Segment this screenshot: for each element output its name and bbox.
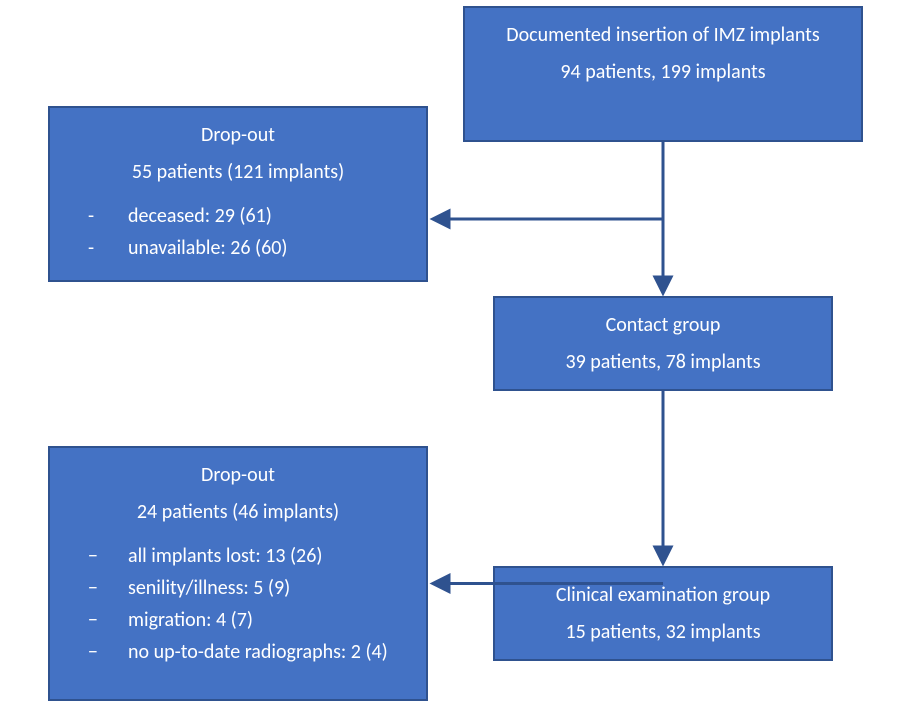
list-item: deceased: 29 (61)	[74, 200, 402, 232]
node-dropout-1-title: Drop-out	[74, 122, 402, 149]
list-item: no up-to-date radiographs: 2 (4)	[74, 636, 402, 668]
node-dropout-2: Drop-out 24 patients (46 implants) all i…	[48, 446, 428, 701]
list-item: all implants lost: 13 (26)	[74, 540, 402, 572]
list-item: migration: 4 (7)	[74, 604, 402, 636]
node-contact-sub: 39 patients, 78 implants	[519, 349, 807, 376]
node-contact: Contact group 39 patients, 78 implants	[493, 296, 833, 391]
node-dropout-1: Drop-out 55 patients (121 implants) dece…	[48, 106, 428, 282]
node-exam: Clinical examination group 15 patients, …	[493, 566, 833, 661]
node-start-title: Documented insertion of IMZ implants	[489, 22, 837, 49]
list-item: unavailable: 26 (60)	[74, 232, 402, 264]
node-dropout-1-list: deceased: 29 (61)unavailable: 26 (60)	[74, 200, 402, 264]
node-exam-sub: 15 patients, 32 implants	[519, 619, 807, 646]
node-contact-title: Contact group	[519, 312, 807, 339]
node-dropout-2-sub: 24 patients (46 implants)	[74, 499, 402, 526]
node-dropout-2-list: all implants lost: 13 (26)senility/illne…	[74, 540, 402, 668]
node-exam-title: Clinical examination group	[519, 582, 807, 609]
list-item: senility/illness: 5 (9)	[74, 572, 402, 604]
node-start-sub: 94 patients, 199 implants	[489, 59, 837, 86]
node-dropout-1-sub: 55 patients (121 implants)	[74, 159, 402, 186]
node-dropout-2-title: Drop-out	[74, 462, 402, 489]
node-start: Documented insertion of IMZ implants 94 …	[463, 6, 863, 142]
